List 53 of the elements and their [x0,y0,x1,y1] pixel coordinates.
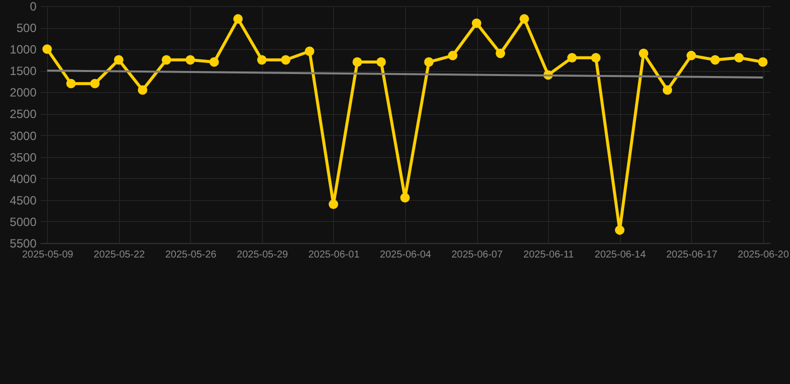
point [304,46,314,56]
y-tick-label: 2000 [10,86,37,100]
y-tick-label: 1000 [10,42,37,57]
point [114,55,124,65]
x-tick-label: 2025-05-29 [236,250,288,260]
point [280,55,290,65]
point [662,85,672,95]
point [638,48,648,58]
y-tick-label: 2500 [10,107,37,122]
y-tick-label: 1500 [10,64,37,78]
point [496,48,506,58]
y-tick-label: 4500 [10,193,37,208]
point [686,50,696,60]
point [90,78,100,88]
point [66,78,76,88]
y-tick-label: 5500 [10,236,37,250]
point [472,18,482,28]
point [209,57,219,67]
x-tick-label: 2025-06-20 [738,250,790,260]
y-tick-label: 4000 [10,172,37,186]
x-tick-label: 2025-06-14 [594,250,646,260]
point [758,57,768,67]
y-tick-label: 5000 [10,214,37,229]
y-tick-label: 0 [30,0,37,14]
point [257,55,267,65]
point [162,55,172,65]
x-tick-label: 2025-06-01 [308,250,360,260]
x-tick-label: 2025-06-17 [666,250,718,260]
point [734,52,744,62]
point [138,85,148,95]
point [400,193,410,202]
point [567,52,577,62]
point [448,50,458,60]
point [352,57,362,67]
point [233,14,243,24]
x-tick-label: 2025-06-04 [380,250,432,260]
point [328,199,338,209]
point [42,44,52,54]
point [376,57,386,67]
point [614,225,624,235]
x-tick-label: 2025-06-07 [451,250,504,260]
y-tick-label: 3000 [10,128,37,143]
point [424,57,434,67]
y-tick-label: 3500 [10,150,37,164]
x-tick-label: 2025-05-09 [22,250,74,260]
x-tick-label: 2025-05-26 [165,250,217,260]
x-tick-label: 2025-05-22 [94,250,146,260]
point [520,14,530,24]
point [710,55,720,65]
x-tick-label: 2025-06-11 [523,250,574,260]
point [186,55,196,65]
y-tick-label: 500 [16,21,37,36]
point [591,52,601,62]
